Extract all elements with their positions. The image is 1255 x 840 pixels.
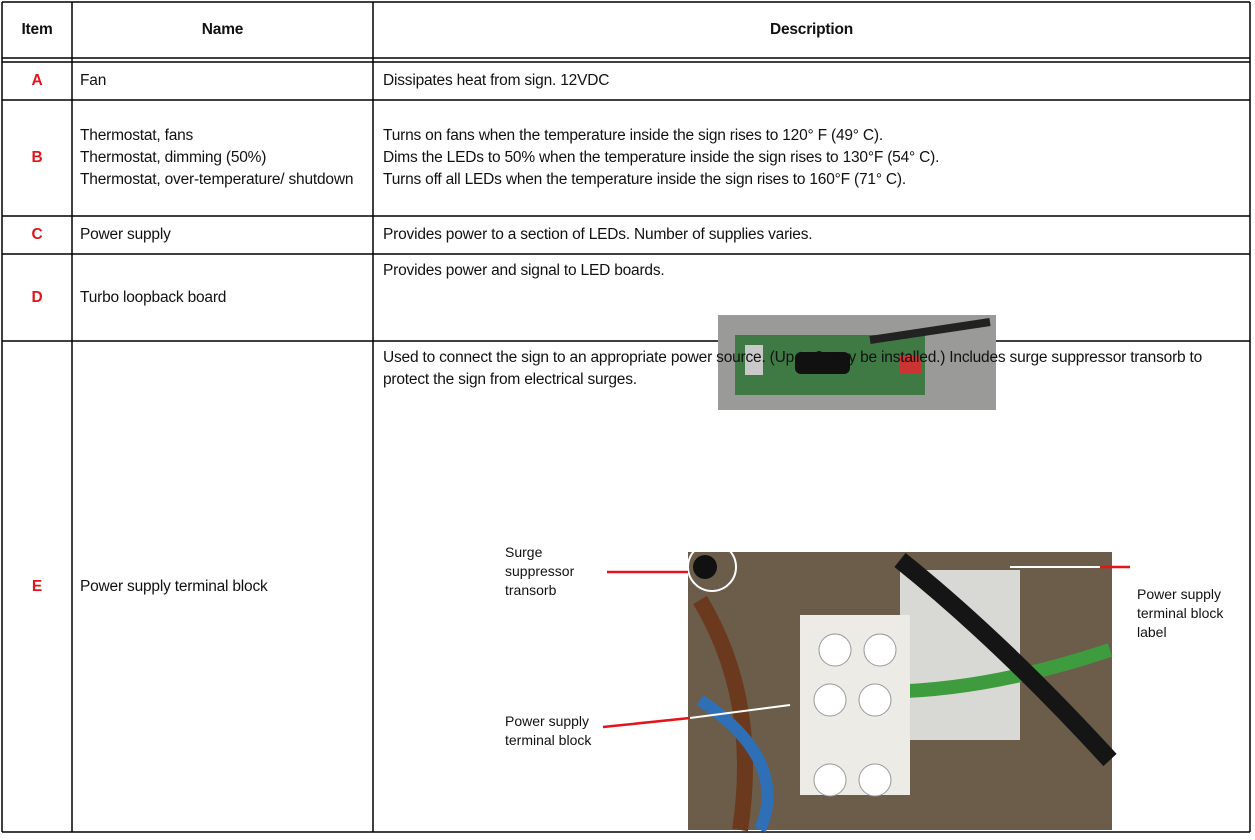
- callout: Power supply terminal block: [505, 713, 592, 748]
- name-line: Fan: [80, 72, 107, 89]
- name-cell: Thermostat, fans Thermostat, dimming (50%…: [72, 100, 373, 216]
- description-line: Used to connect the sign to an appropria…: [383, 349, 1203, 388]
- description-cell: Turns on fans when the temperature insid…: [373, 100, 1250, 216]
- callout: Surge suppressor transorb: [505, 544, 575, 598]
- header-cell: Name: [201, 21, 244, 38]
- item-letter: B: [31, 149, 43, 166]
- description-line: Provides power and signal to LED boards.: [383, 262, 665, 279]
- terminal-photo: [602, 542, 1130, 833]
- description-line: Turns off all LEDs when the temperature …: [383, 171, 906, 188]
- board-photo: [718, 315, 996, 410]
- name-line: Thermostat, over-temperature/ shutdown: [80, 171, 354, 188]
- description-line: Dims the LEDs to 50% when the temperatur…: [383, 149, 940, 166]
- item-letter: E: [31, 577, 43, 595]
- name-cell: Turbo loopback board: [72, 254, 373, 341]
- description-cell: Used to connect the sign to an appropria…: [373, 347, 1250, 391]
- header-cell: Description: [769, 21, 854, 38]
- header-cell: Item: [21, 21, 53, 38]
- item-letter: C: [31, 226, 43, 243]
- name-line: Power supply terminal block: [80, 577, 268, 595]
- description-cell: Provides power and signal to LED boards.: [373, 260, 1250, 282]
- name-line: Thermostat, fans: [80, 127, 194, 144]
- callout: Power supply terminal block label: [1137, 586, 1224, 640]
- description-line: Provides power to a section of LEDs. Num…: [383, 226, 813, 243]
- description-cell: Dissipates heat from sign. 12VDC: [373, 62, 1250, 100]
- name-line: Turbo loopback board: [80, 288, 227, 306]
- name-cell: Power supply terminal block: [72, 341, 373, 832]
- name-cell: Power supply: [72, 216, 373, 254]
- item-letter: A: [31, 72, 43, 89]
- name-line: Power supply: [80, 226, 171, 243]
- description-line: Dissipates heat from sign. 12VDC: [383, 72, 610, 89]
- description-cell: Provides power to a section of LEDs. Num…: [373, 216, 1250, 254]
- description-line: Turns on fans when the temperature insid…: [383, 127, 883, 144]
- name-line: Thermostat, dimming (50%): [80, 149, 267, 166]
- name-cell: Fan: [72, 62, 373, 100]
- item-letter: D: [31, 288, 43, 306]
